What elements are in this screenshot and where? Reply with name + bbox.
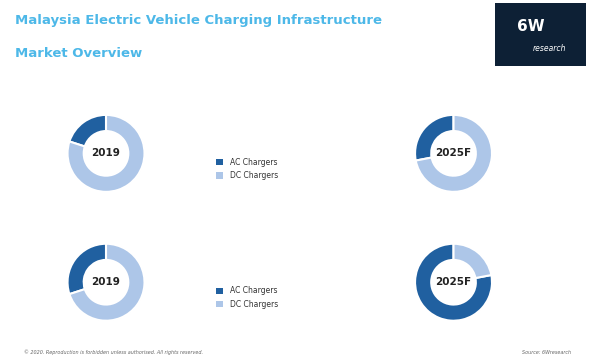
Wedge shape [70,244,144,321]
Wedge shape [454,244,491,278]
Legend: AC Chargers, DC Chargers: AC Chargers, DC Chargers [216,286,278,309]
Text: Market Overview: Market Overview [15,47,142,60]
Text: Figure 3: Malaysia Electric Vehicle Charger Market Volume Share, By Types, 2019 : Figure 3: Malaysia Electric Vehicle Char… [161,216,428,221]
Text: Figure 2: Malaysia Electric Vehicle Charger Market Revenue Share, By Types, 2019: Figure 2: Malaysia Electric Vehicle Char… [159,87,430,92]
Wedge shape [416,115,492,192]
FancyBboxPatch shape [495,3,586,65]
Text: Malaysia Electric Vehicle Charging Infrastructure: Malaysia Electric Vehicle Charging Infra… [15,14,382,27]
Legend: AC Chargers, DC Chargers: AC Chargers, DC Chargers [216,158,278,180]
Wedge shape [415,244,492,321]
Text: 2025F: 2025F [435,277,472,287]
Text: 2019: 2019 [91,148,121,158]
Text: research: research [533,44,567,53]
Text: © 2020. Reproduction is forbidden unless authorised. All rights reserved.: © 2020. Reproduction is forbidden unless… [24,349,203,355]
Wedge shape [68,244,106,294]
Wedge shape [70,115,106,147]
Wedge shape [415,115,454,160]
Text: Source: 6Wresearch: Source: 6Wresearch [522,350,571,355]
Text: 6W: 6W [517,19,545,34]
Wedge shape [68,115,144,192]
Text: 2019: 2019 [91,277,121,287]
Text: 2025F: 2025F [435,148,472,158]
